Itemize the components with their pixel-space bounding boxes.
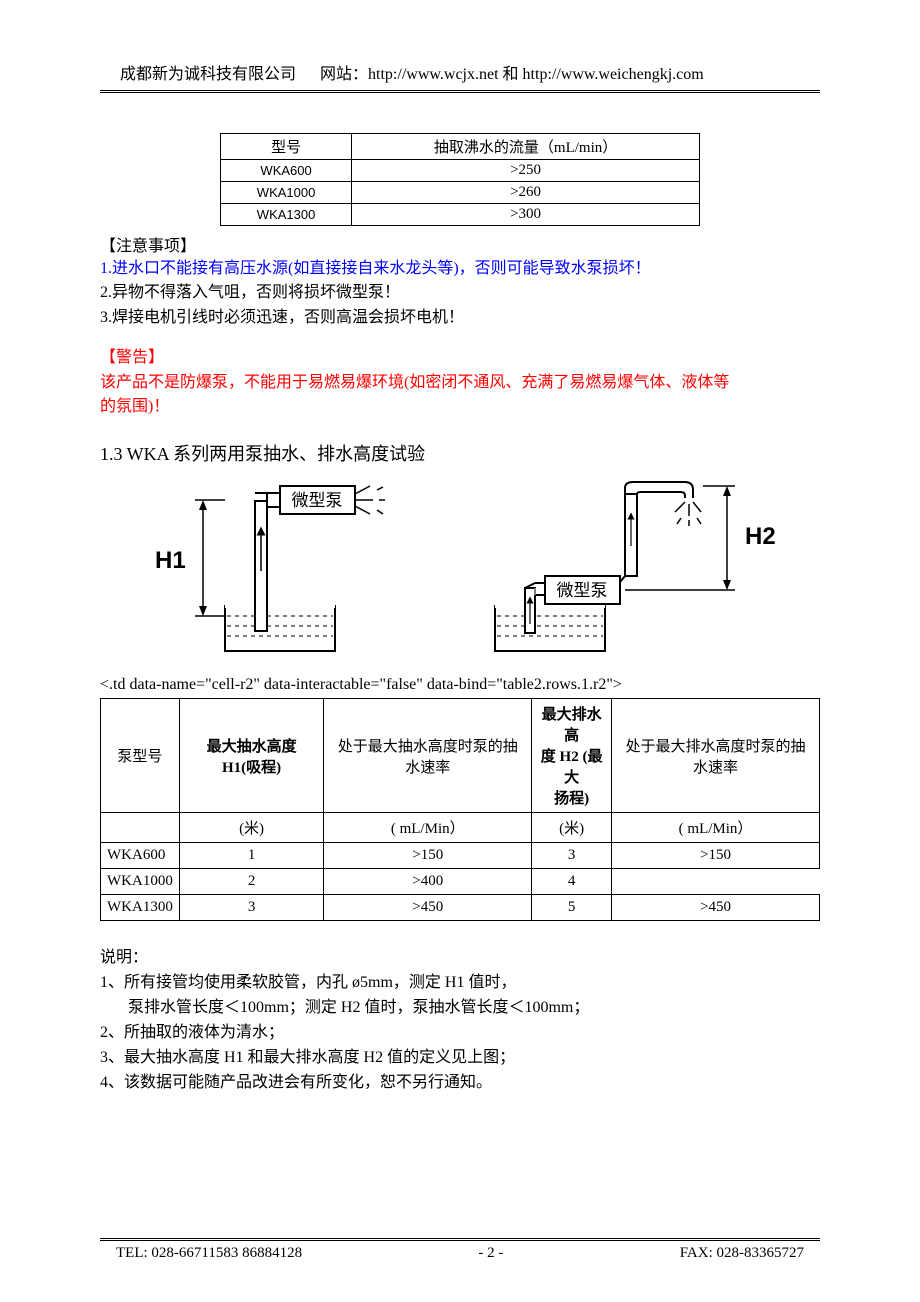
table-row: WKA1000 2 >400 4 [101,869,820,895]
explain-1b: 泵排水管长度＜100mm；测定 H2 值时，泵抽水管长度＜100mm； [100,996,820,1021]
col-rate2: 处于最大排水高度时泵的抽水速率 [612,699,820,813]
col-rate1: 处于最大抽水高度时泵的抽水速率 [324,699,532,813]
pump-label-2: 微型泵 [557,581,608,600]
table-row: WKA1300 >300 [221,204,700,226]
unit-empty [101,813,180,843]
h2-label: H2 [745,523,776,550]
cell-flow: >250 [352,160,700,182]
cell-flow: >260 [352,182,700,204]
unit-meter: (米) [532,813,612,843]
table-row: WKA1300 3 >450 5 >450 [101,895,820,921]
cell-r1: >400 [324,869,532,895]
url-2: http://www.weichengkj.com [523,66,704,83]
unit-mlmin: ( mL/Min） [612,813,820,843]
warning-line1: 该产品不是防爆泵，不能用于易燃易爆环境(如密闭不通风、充满了易燃易爆气体、液体等 [100,372,820,394]
cell-r2: >450 [612,895,820,921]
explain-4: 4、该数据可能随产品改进会有所变化，恕不另行通知。 [100,1071,820,1096]
cell-r1: >150 [324,843,532,869]
cell-h2: 4 [532,869,612,895]
cell-model: WKA1000 [221,182,352,204]
explain-2: 2、所抽取的液体为清水； [100,1021,820,1046]
diagrams-row: 微型泵 H1 [100,476,820,656]
unit-meter: (米) [179,813,323,843]
col-h1: 最大抽水高度 H1(吸程) [179,699,323,813]
cell-h1: 2 [179,869,323,895]
header-rule [100,90,820,93]
note-2: 2.异物不得落入气咀，否则将损坏微型泵！ [100,282,820,304]
diagram-h2: 微型泵 [485,476,795,656]
cell-flow: >300 [352,204,700,226]
note-1: 1.进水口不能接有高压水源(如直接接自来水龙头等)，否则可能导致水泵损坏！ [100,258,820,280]
page-header: 成都新为诚科技有限公司 网站：http://www.wcjx.net 和 htt… [100,60,820,90]
warning-label: 【警告】 [100,347,820,369]
table-row: 泵型号 最大抽水高度 H1(吸程) 处于最大抽水高度时泵的抽水速率 最大排水高 … [101,699,820,813]
footer-page: - 2 - [478,1245,503,1262]
footer-fax: FAX: 028-83365727 [680,1245,804,1262]
footer-rule [100,1238,820,1241]
footer-tel: TEL: 028-66711583 86884128 [116,1245,302,1262]
col-pump-model: 泵型号 [101,699,180,813]
cell-r2: >150 [612,843,820,869]
cell-model: WKA1000 [101,869,180,895]
page-footer: TEL: 028-66711583 86884128 - 2 - FAX: 02… [100,1238,820,1262]
flow-table: 型号 抽取沸水的流量（mL/min） WKA600 >250 WKA1000 >… [220,133,700,226]
explain-3: 3、最大抽水高度 H1 和最大排水高度 H2 值的定义见上图； [100,1046,820,1071]
diagram-h1: 微型泵 H1 [125,476,425,656]
document-page: 成都新为诚科技有限公司 网站：http://www.wcjx.net 和 htt… [0,0,920,1302]
cell-model: WKA1300 [221,204,352,226]
warning-block: 【警告】 该产品不是防爆泵，不能用于易燃易爆环境(如密闭不通风、充满了易燃易爆气… [100,347,820,418]
url-1: http://www.wcjx.net [368,66,499,83]
notes-label: 【注意事项】 [100,232,820,256]
h1-label: H1 [155,547,186,574]
pump-label: 微型泵 [292,491,343,510]
table-row: 型号 抽取沸水的流量（mL/min） [221,134,700,160]
company-name: 成都新为诚科技有限公司 [120,66,296,83]
cell-model: WKA1300 [101,895,180,921]
table-row: (米) ( mL/Min） (米) ( mL/Min） [101,813,820,843]
explain-title: 说明： [100,943,820,967]
section-1-3-title: 1.3 WKA 系列两用泵抽水、排水高度试验 [100,440,820,466]
cell-model: WKA600 [101,843,180,869]
note-3: 3.焊接电机引线时必须迅速，否则高温会损坏电机！ [100,307,820,329]
site-label: 网站： [320,66,368,83]
explanation-block: 说明： 1、所有接管均使用柔软胶管，内孔 ø5mm，测定 H1 值时， 泵排水管… [100,943,820,1095]
col-h2: 最大排水高 度 H2 (最大 扬程) [532,699,612,813]
explain-1: 1、所有接管均使用柔软胶管，内孔 ø5mm，测定 H1 值时， [100,971,820,996]
col-flow: 抽取沸水的流量（mL/min） [352,134,700,160]
table-row: WKA600 1 >150 3 >150 [101,843,820,869]
cell-h2: 3 [532,843,612,869]
cell-r1: >450 [324,895,532,921]
warning-line2: 的氛围)！ [100,396,820,418]
cell-h1: 1 [179,843,323,869]
col-model: 型号 [221,134,352,160]
height-test-table: 泵型号 最大抽水高度 H1(吸程) 处于最大抽水高度时泵的抽水速率 最大排水高 … [100,698,820,921]
table-row: WKA1000 >260 [221,182,700,204]
cell-h1: 3 [179,895,323,921]
cell-h2: 5 [532,895,612,921]
and-sep: 和 [499,66,523,83]
unit-mlmin: ( mL/Min） [324,813,532,843]
table-row: WKA600 >250 [221,160,700,182]
cell-model: WKA600 [221,160,352,182]
